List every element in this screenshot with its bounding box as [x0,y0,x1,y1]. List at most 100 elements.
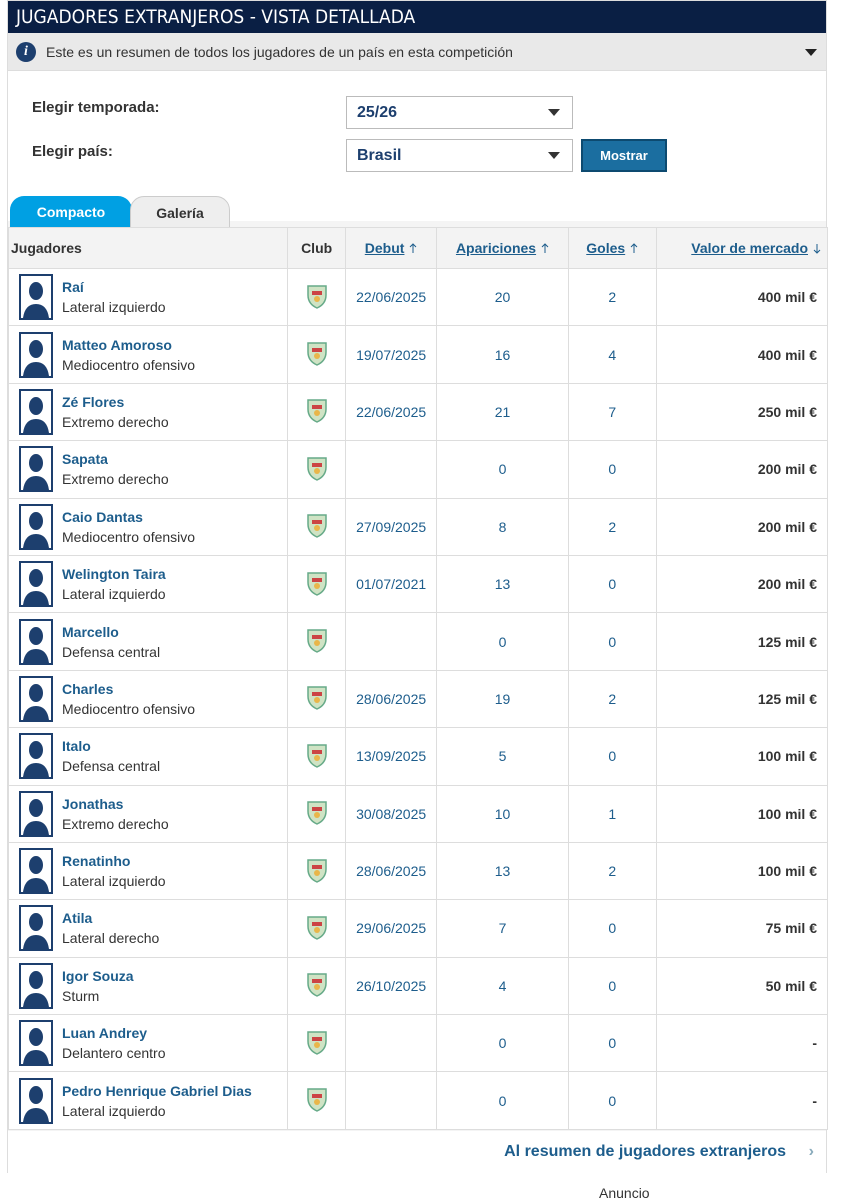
debut-date: 28/06/2025 [345,841,438,901]
club-cell [287,554,347,614]
filter-form: Elegir temporada: 25/26 Elegir país: Bra… [8,71,826,221]
player-text: Welington Taira Lateral izquierdo [62,566,166,602]
goals: 0 [567,440,657,499]
club-crest[interactable] [306,857,328,883]
country-select[interactable]: Brasil [346,139,573,172]
player-row: Sapata Extremo derecho 0 0 200 mil € [7,440,829,499]
player-cell: Italo Defensa central [7,727,289,786]
player-text: Luan Andrey Delantero centro [62,1025,166,1061]
appearances: 5 [436,727,569,786]
player-name[interactable]: Italo [62,738,91,755]
market-value: 125 mil € [655,612,829,671]
player-photo [19,503,53,550]
player-text: Atila Lateral derecho [62,910,159,946]
collapse-arrow[interactable] [804,47,818,57]
summary-link-text[interactable]: Al resumen de jugadores extranjeros [504,1143,786,1160]
market-value: - [655,1071,829,1130]
player: Sapata Extremo derecho [19,446,277,493]
goals: 4 [567,325,657,384]
player-text: Pedro Henrique Gabriel Dias Lateral izqui… [62,1083,252,1119]
market-value: 100 mil € [655,841,829,901]
player: Charles Mediocentro ofensivo [19,675,277,722]
player-name[interactable]: Charles [62,680,114,697]
club-cell [287,267,347,327]
summary-link[interactable]: Al resumen de jugadores extranjeros › [8,1131,826,1173]
player-name[interactable]: Sapata [62,451,108,468]
club-crest[interactable] [306,1086,328,1112]
club-crest[interactable] [306,397,328,424]
club-cell [287,440,347,499]
club-cell [287,497,347,556]
debut-date: 28/06/2025 [345,669,438,729]
debut-date: 22/06/2025 [345,382,438,442]
column-header-text[interactable]: Goles [586,240,626,256]
player-name[interactable]: Matteo Amoroso [62,336,172,353]
market-value: 200 mil € [655,497,829,556]
club-crest[interactable] [306,914,328,940]
player-name[interactable]: Caio Dantas [62,508,143,525]
club-crest[interactable] [306,971,328,998]
club-crest[interactable] [306,512,328,539]
player-name[interactable]: Welington Taira [62,566,166,583]
player-name[interactable]: Igor Souza [62,967,134,984]
club-crest[interactable] [306,1029,328,1055]
player-photo [19,848,53,895]
player-cell: Sapata Extremo derecho [7,440,289,499]
season-select[interactable]: 25/26 [346,96,573,129]
column-header[interactable]: Debut [345,227,438,269]
market-value: 400 mil € [655,267,829,327]
player-name[interactable]: Zé Flores [62,393,125,410]
club-crest[interactable] [306,570,328,596]
player-photo [19,618,53,665]
debut-date [345,612,438,671]
goals: 0 [567,899,657,958]
player-position: Defensa central [62,643,161,660]
club-crest[interactable] [306,455,328,481]
player: Raí Lateral izquierdo [19,274,277,321]
show-button[interactable]: Mostrar [581,139,667,172]
appearances: 8 [436,497,569,556]
player-name[interactable]: Pedro Henrique Gabriel Dias [62,1082,252,1099]
club-crest[interactable] [306,283,328,309]
column-header[interactable]: Valor de mercado [655,227,829,269]
player-text: Sapata Extremo derecho [62,451,169,487]
tab[interactable]: Galería [130,196,230,228]
player-position: Defensa central [62,758,161,775]
player-name[interactable]: Jonathas [62,795,124,812]
player-cell: Pedro Henrique Gabriel Dias Lateral izqui… [7,1071,289,1130]
column-header-text[interactable]: Apariciones [455,240,537,256]
player-photo [19,446,53,493]
player-name[interactable]: Marcello [62,623,119,640]
player-position: Extremo derecho [62,471,169,488]
market-value: 200 mil € [655,440,829,499]
club-crest[interactable] [306,799,328,826]
column-header-text[interactable]: Debut [364,240,405,256]
player-row: Jonathas Extremo derecho 30/08/2025 10 1 100 … [7,784,829,843]
info-bar[interactable]: i Este es un resumen de todos los jugador… [8,33,826,71]
player-name[interactable]: Atila [62,910,93,927]
player-name[interactable]: Raí [62,279,84,296]
player-name[interactable]: Renatinho [62,853,131,870]
column-header[interactable]: Goles [567,227,657,269]
debut-date: 22/06/2025 [345,267,438,327]
club-crest[interactable] [306,627,328,653]
club-crest[interactable] [306,684,328,711]
club-crest[interactable] [306,742,328,768]
player-text: Matteo Amoroso Mediocentro ofensivo [62,337,195,373]
goals: 1 [567,784,657,843]
player-row: Italo Defensa central 13/09/2025 5 0 100 mil … [7,727,829,786]
club-cell [287,1014,347,1073]
player-position: Mediocentro ofensivo [62,700,196,717]
column-header-text[interactable]: Valor de mercado [691,240,808,256]
appearances: 10 [436,784,569,843]
player-photo [19,388,53,435]
club-crest[interactable] [306,340,328,366]
club-cell [287,325,347,384]
player-text: Zé Flores Extremo derecho [62,394,169,430]
column-header[interactable]: Apariciones [436,227,569,269]
tab[interactable]: Compacto [10,196,132,228]
market-value: 100 mil € [655,727,829,786]
market-value: 75 mil € [655,899,829,958]
player-name[interactable]: Luan Andrey [62,1025,148,1042]
players-table: Jugadores Club Debut Apariciones Goles Valor … [7,227,829,1130]
